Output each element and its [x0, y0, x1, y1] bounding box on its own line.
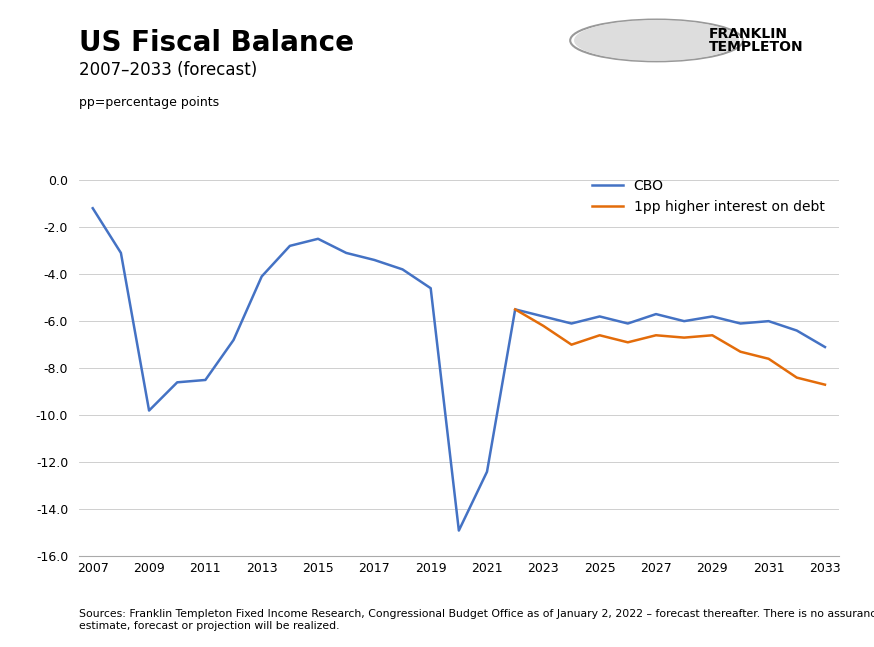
CBO	[820, 343, 830, 351]
CBO	[763, 317, 773, 325]
1pp higher interest on debt	[820, 381, 830, 389]
Text: TEMPLETON: TEMPLETON	[709, 40, 803, 54]
1pp higher interest on debt	[538, 322, 549, 330]
CBO	[144, 407, 155, 415]
CBO	[482, 468, 492, 476]
1pp higher interest on debt	[679, 334, 690, 342]
1pp higher interest on debt	[594, 331, 605, 339]
CBO	[594, 313, 605, 320]
CBO	[622, 320, 633, 327]
1pp higher interest on debt	[510, 305, 520, 313]
1pp higher interest on debt	[622, 338, 633, 346]
CBO	[454, 527, 464, 534]
CBO	[510, 305, 520, 313]
Legend: CBO, 1pp higher interest on debt: CBO, 1pp higher interest on debt	[592, 179, 824, 214]
CBO	[792, 327, 802, 334]
CBO	[735, 320, 746, 327]
CBO	[679, 317, 690, 325]
Line: 1pp higher interest on debt: 1pp higher interest on debt	[515, 309, 825, 385]
CBO	[172, 378, 183, 386]
CBO	[538, 313, 549, 320]
CBO	[87, 204, 98, 212]
CBO	[228, 336, 239, 344]
CBO	[398, 265, 408, 273]
Line: CBO: CBO	[93, 208, 825, 531]
CBO	[200, 376, 211, 384]
Text: US Fiscal Balance: US Fiscal Balance	[79, 29, 354, 57]
Text: FRANKLIN: FRANKLIN	[709, 27, 787, 41]
CBO	[115, 249, 126, 257]
CBO	[707, 313, 718, 320]
1pp higher interest on debt	[707, 331, 718, 339]
CBO	[341, 249, 351, 257]
Text: pp=percentage points: pp=percentage points	[79, 96, 218, 109]
CBO	[426, 284, 436, 292]
Text: Sources: Franklin Templeton Fixed Income Research, Congressional Budget Office a: Sources: Franklin Templeton Fixed Income…	[79, 609, 874, 631]
Circle shape	[575, 21, 739, 60]
1pp higher interest on debt	[792, 374, 802, 382]
CBO	[313, 235, 323, 243]
CBO	[256, 272, 267, 280]
CBO	[369, 256, 379, 264]
1pp higher interest on debt	[566, 341, 577, 349]
1pp higher interest on debt	[735, 348, 746, 356]
Text: 2007–2033 (forecast): 2007–2033 (forecast)	[79, 61, 257, 80]
CBO	[651, 310, 662, 318]
1pp higher interest on debt	[763, 355, 773, 363]
CBO	[285, 242, 295, 250]
1pp higher interest on debt	[651, 331, 662, 339]
CBO	[566, 320, 577, 327]
